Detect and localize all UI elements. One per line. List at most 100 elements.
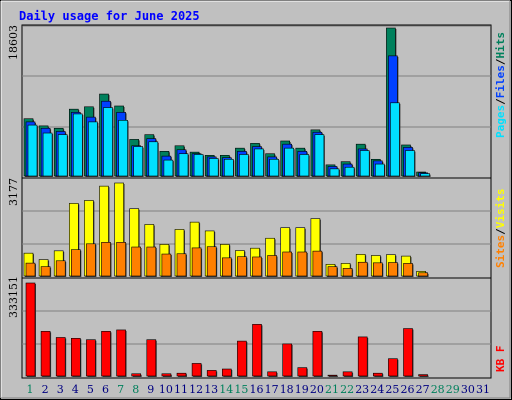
bar-sites: [131, 246, 141, 277]
bar-pages: [284, 147, 295, 177]
x-tick-label: 18: [280, 383, 294, 396]
bar-kbf: [191, 363, 202, 377]
bar-kbf: [86, 339, 96, 377]
x-tick-label: 28: [431, 383, 445, 396]
bar-pages: [299, 154, 310, 177]
legend-visits: Visits: [494, 189, 507, 229]
bar-sites: [71, 249, 81, 277]
bar-sites: [312, 250, 323, 277]
x-tick-label: 9: [147, 383, 154, 396]
bar-pages: [344, 166, 355, 177]
x-tick-label: 31: [476, 383, 490, 396]
bar-kbf: [222, 368, 232, 377]
bar-sites: [161, 253, 172, 277]
bar-sites: [342, 268, 353, 277]
bars-kbytes: [25, 282, 429, 377]
bar-pages: [133, 146, 143, 177]
bar-kbf: [388, 358, 398, 377]
bar-sites: [222, 257, 232, 277]
max-label-hits: 18603: [7, 25, 20, 60]
x-tick-label: 15: [234, 383, 248, 396]
bar-kbf: [267, 371, 277, 377]
legend-sep: /: [494, 228, 507, 235]
bar-sites: [372, 262, 383, 277]
x-tick-label: 21: [325, 383, 339, 396]
x-tick-label: 14: [219, 383, 233, 396]
x-tick-label: 5: [87, 383, 94, 396]
bar-pages: [374, 163, 385, 177]
legend-sep: /: [494, 58, 507, 65]
bar-sites: [116, 242, 126, 277]
bar-sites: [297, 251, 308, 277]
x-tick-label: 3: [57, 383, 64, 396]
bar-sites: [357, 261, 368, 277]
bar-kbf: [312, 331, 323, 377]
bar-sites: [418, 272, 428, 277]
bar-sites: [388, 262, 398, 277]
bar-pages: [118, 120, 128, 177]
bar-pages: [27, 124, 38, 177]
bar-kbf: [25, 282, 36, 377]
bar-kbf: [206, 370, 217, 377]
legend-hits: Hits: [494, 32, 507, 59]
bar-pages: [405, 150, 415, 177]
bar-pages: [224, 158, 234, 177]
panel-kbytes: [21, 277, 492, 379]
panel-hits: [21, 24, 492, 179]
x-tick-label: 30: [461, 383, 475, 396]
x-tick-label: 17: [265, 383, 279, 396]
bar-sites: [101, 242, 111, 277]
bar-sites: [327, 266, 338, 277]
bar-pages: [148, 141, 159, 177]
bar-kbf: [176, 372, 187, 377]
bar-kbf: [55, 337, 66, 377]
bar-pages: [390, 102, 400, 177]
x-tick-label: 19: [295, 383, 309, 396]
chart-title: Daily usage for June 2025: [19, 9, 200, 23]
x-tick-label: 27: [416, 383, 430, 396]
x-tick-label: 4: [72, 383, 79, 396]
bar-kbf: [252, 324, 262, 377]
bar-sites: [267, 255, 277, 277]
bar-kbf: [418, 374, 428, 377]
x-tick-label: 2: [42, 383, 49, 396]
bar-pages: [359, 150, 370, 177]
bar-pages: [73, 113, 83, 177]
x-tick-label: 29: [446, 383, 460, 396]
x-tick-label: 23: [355, 383, 369, 396]
x-tick-label: 1: [27, 383, 34, 396]
bar-pages: [42, 132, 53, 177]
bar-sites: [206, 246, 217, 277]
x-tick-label: 12: [189, 383, 203, 396]
bar-sites: [86, 243, 96, 277]
bar-kbf: [342, 371, 353, 377]
x-tick-label: 26: [401, 383, 415, 396]
bar-kbf: [327, 374, 338, 377]
x-tick-label: 25: [385, 383, 399, 396]
bar-pages: [329, 168, 340, 177]
bar-sites: [55, 260, 66, 277]
bar-sites: [252, 256, 262, 277]
bar-kbf: [403, 328, 413, 377]
bar-kbf: [71, 338, 81, 377]
bar-kbf: [372, 372, 383, 377]
legend-sites: Sites: [494, 235, 507, 268]
legend-files: Files: [494, 65, 507, 98]
bar-kbf: [357, 336, 368, 377]
max-label-kbytes: 333151: [7, 276, 20, 318]
max-label-visits: 3177: [7, 178, 20, 206]
bar-pages: [254, 148, 264, 177]
x-tick-label: 10: [159, 383, 173, 396]
bar-sites: [176, 253, 187, 277]
bar-sites: [237, 256, 247, 277]
bar-pages: [178, 153, 189, 177]
x-tick-label: 6: [102, 383, 109, 396]
x-tick-label: 13: [204, 383, 218, 396]
bar-kbf: [161, 373, 172, 377]
bars-visits-sites: [23, 182, 429, 277]
bar-kbf: [282, 343, 293, 377]
bar-sites: [191, 247, 202, 277]
bars-hits-files-pages: [23, 27, 431, 178]
bar-sites: [40, 266, 51, 277]
